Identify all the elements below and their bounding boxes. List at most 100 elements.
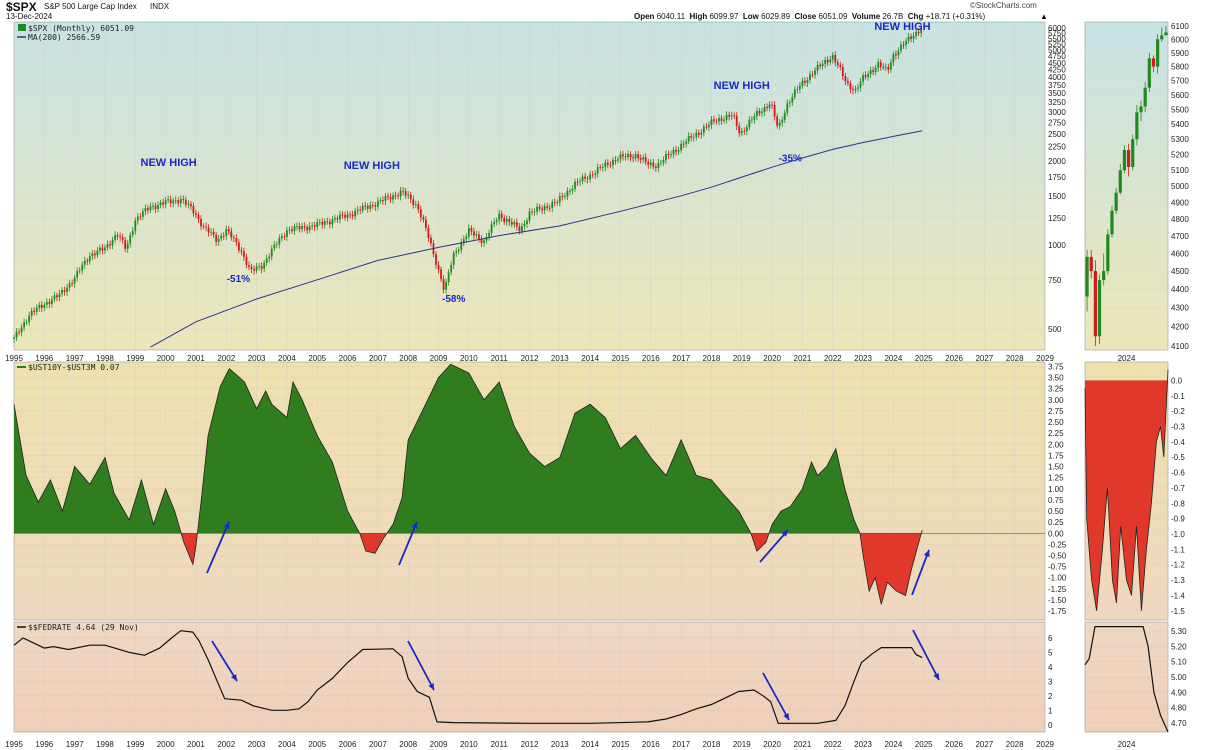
brand-label: ©StockCharts.com (970, 1, 1037, 10)
x-tick-label-bottom: 1998 (96, 740, 114, 749)
spx-candle (902, 44, 905, 46)
spx-candle (179, 199, 182, 204)
spx-candle (601, 167, 604, 168)
spx-candle (718, 118, 720, 122)
spx-candle (409, 194, 412, 200)
spx-candle (867, 74, 870, 77)
spx-candle (356, 209, 359, 211)
x-tick-label-bottom: 2029 (1036, 740, 1054, 749)
spx-candle (756, 110, 758, 117)
spx-candle (710, 119, 713, 125)
spx-candle (748, 119, 751, 128)
spx-candle (624, 156, 627, 158)
x-tick-label-bottom: 2008 (399, 740, 417, 749)
spx-candle (548, 207, 551, 209)
spx-y-tick-label: 3000 (1048, 108, 1066, 117)
spread-inset-y-tick-label: -1.3 (1171, 576, 1185, 585)
spread-y-tick-label: -1.00 (1048, 574, 1067, 583)
spx-candle (101, 247, 104, 251)
spx-candle (503, 218, 506, 222)
spx-candle (63, 290, 66, 292)
spx-inset-candle (1110, 210, 1114, 235)
spx-candle (139, 216, 142, 218)
spx-candle (811, 74, 814, 76)
spx-candle (528, 211, 531, 221)
x-tick-label-bottom: 2023 (854, 740, 872, 749)
x-tick-label-bottom: 2006 (339, 740, 357, 749)
x-tick-label-top: 1999 (126, 354, 144, 363)
x-tick-label-top: 1996 (35, 354, 53, 363)
spx-candle (220, 235, 223, 239)
spx-candle (771, 104, 773, 106)
spx-candle (417, 204, 420, 210)
spx-candle (614, 159, 617, 161)
spx-candle (258, 266, 261, 267)
spx-candle (53, 295, 56, 300)
x-tick-label-top: 2007 (369, 354, 387, 363)
spx-inset-y-tick-label: 5200 (1171, 151, 1189, 160)
chart-annotation: -58% (442, 294, 465, 305)
spx-candle (672, 149, 675, 155)
spx-candle (240, 250, 243, 252)
spx-candle (306, 227, 309, 231)
spread-legend-label: $UST10Y-$UST3M 0.07 (28, 363, 120, 372)
spread-y-tick-label: 1.75 (1048, 451, 1064, 460)
spx-candle (720, 118, 723, 121)
spx-candle (697, 132, 700, 135)
spx-candle (169, 199, 172, 204)
spx-candle (248, 265, 250, 267)
spx-candle (586, 178, 589, 180)
spread-y-tick-label: 2.25 (1048, 429, 1064, 438)
spx-candle (738, 125, 741, 134)
spx-inset-y-tick-label: 4200 (1171, 323, 1189, 332)
spx-candle (86, 260, 89, 262)
x-tick-label-bottom: 2016 (642, 740, 660, 749)
spx-candle (78, 270, 81, 272)
spx-inset-candle (1164, 32, 1168, 36)
spx-candle (192, 206, 195, 214)
x-tick-label-top: 2025 (915, 354, 933, 363)
scroll-up-icon[interactable]: ▲ (1040, 12, 1048, 21)
spx-inset-y-tick-label: 5300 (1171, 135, 1189, 144)
spx-candle (407, 194, 410, 196)
spx-candle (440, 269, 442, 280)
fed-y-tick-label: 3 (1048, 677, 1053, 686)
chart-date: 13-Dec-2024 (6, 12, 53, 21)
x-tick-label-top: 2011 (491, 354, 509, 363)
spread-inset-y-tick-label: -0.6 (1171, 469, 1185, 478)
spx-candle (483, 240, 485, 243)
annotation-arrow-shaft (398, 521, 418, 566)
spx-candle (341, 214, 344, 216)
spx-candle (422, 217, 425, 220)
spx-candle (392, 195, 394, 200)
spx-candle (116, 235, 119, 237)
spx-candle (119, 236, 122, 238)
spx-candle (162, 202, 164, 205)
fed-inset-y-tick-label: 4.90 (1171, 688, 1187, 697)
spx-candle (268, 256, 271, 259)
spx-candle (579, 181, 581, 183)
spx-candle (28, 315, 31, 323)
spx-candle (331, 219, 334, 225)
spx-candle (735, 115, 738, 126)
spx-candle (654, 166, 657, 168)
spx-candle (424, 219, 427, 228)
spx-y-tick-label: 1000 (1048, 241, 1066, 250)
volume-label: Volume (851, 12, 881, 21)
spx-y-tick-label: 3250 (1048, 98, 1066, 107)
spx-candle (384, 196, 387, 201)
x-tick-label-bottom: 2015 (612, 740, 630, 749)
spx-candle (728, 114, 731, 117)
spx-candle (404, 191, 407, 196)
spread-y-tick-label: -0.25 (1048, 540, 1067, 549)
spx-candle (369, 205, 372, 209)
x-tick-label-top: 1997 (66, 354, 84, 363)
spx-y-tick-label: 5250 (1048, 40, 1066, 49)
spx-candle (637, 154, 640, 159)
spx-inset-y-tick-label: 5100 (1171, 166, 1189, 175)
spx-candle (189, 203, 192, 207)
x-tick-label-top: 2008 (399, 354, 417, 363)
spread-y-tick-label: 2.75 (1048, 407, 1064, 416)
annotation-arrow-shaft (762, 672, 790, 721)
spx-candle (609, 164, 612, 166)
